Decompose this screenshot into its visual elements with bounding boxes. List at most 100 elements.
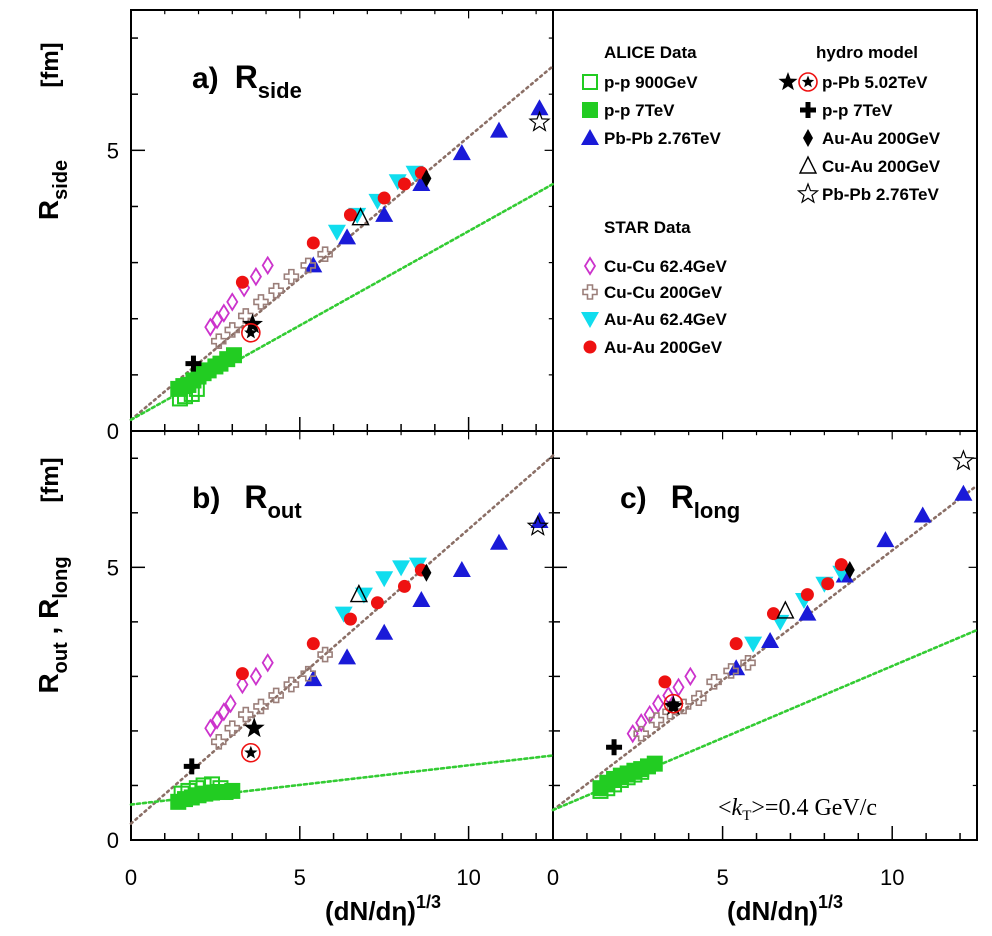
panel-b-point-alice_pp7 <box>224 782 241 799</box>
panel-b-point-star_auau62 <box>375 571 394 588</box>
panel-b-point-alice_pbpb <box>304 670 323 687</box>
panel-b-point-star_cucu200 <box>283 676 300 693</box>
panel-b-point-alice_pbpb <box>489 533 508 550</box>
panel-c-point-hydro_pp7 <box>606 739 623 756</box>
panel-b-point-hydro_ppb_star <box>243 717 265 738</box>
panel-a-point-alice_pbpb <box>338 228 357 245</box>
panel-b-point-star_auau200 <box>370 596 384 610</box>
legend-marker-hydro_pbpb <box>796 182 820 204</box>
panel-b-point-star_auau200 <box>343 612 357 626</box>
svg-text:[fm]: [fm] <box>37 42 64 87</box>
panel-a-point-alice_pbpb <box>412 175 431 192</box>
panel-a-point-star_cucu62 <box>249 266 262 287</box>
panel-a-point-star_cucu62 <box>204 317 217 337</box>
svg-text:Rside: Rside <box>33 160 72 220</box>
panel-a-y-tick-label: 5 <box>107 138 119 163</box>
panel-c-point-star_cucu62 <box>684 666 697 687</box>
panel-a-point-star_cucu200 <box>300 257 317 274</box>
panel-b-point-star_auau200 <box>306 637 320 651</box>
panel-c-point-alice_pbpb <box>798 604 817 621</box>
legend-label-hydro_cuau200: Cu-Au 200GeV <box>822 157 941 176</box>
legend-header-hydro: hydro model <box>816 43 918 62</box>
panel-b-point-alice_pbpb <box>338 648 357 665</box>
panel-c-point-star_cucu62 <box>635 713 648 733</box>
panel-b-point-alice_pbpb <box>375 623 394 640</box>
panel-c-point-star_auau200 <box>658 675 672 689</box>
legend-label-star_cucu200: Cu-Cu 200GeV <box>604 283 723 302</box>
y-axis-label-out-long: Rout , Rlong <box>33 556 72 693</box>
panel-a-point-star_cucu62 <box>226 292 239 312</box>
panel-c-point-star_cucu200 <box>648 712 665 728</box>
legend-marker-hydro_pp7 <box>800 102 816 118</box>
panel-b-point-star_auau62 <box>334 606 353 623</box>
panel-a-point-star_auau200 <box>397 177 411 191</box>
panel-c-x-tick-label: 5 <box>716 865 728 890</box>
panel-c-point-star_auau200 <box>800 588 814 602</box>
legend-marker-star_auau62 <box>581 312 599 328</box>
panel-a-point-star_cucu200 <box>253 294 269 310</box>
legend-label-alice_pp900: p-p 900GeV <box>604 73 698 92</box>
panel-a-point-hydro_cuau200 <box>351 207 370 226</box>
panel-c-x-tick-label: 0 <box>547 865 559 890</box>
panel-c-point-alice_pbpb <box>761 631 780 648</box>
panel-b-point-star_cucu200 <box>224 720 241 737</box>
panel-b-point-star_cucu200 <box>237 706 254 723</box>
panel-a-point-hydro_pbpb <box>528 110 551 132</box>
panel-b-point-alice_pbpb <box>412 591 431 608</box>
panel-c-point-hydro_pbpb <box>952 449 975 471</box>
panel-b-point-hydro_pbpb <box>526 514 549 536</box>
y-axis-unit-out-long: [fm] <box>37 457 64 502</box>
panel-c-title: c) Rlong <box>620 479 740 523</box>
panel-c-point-star_auau62 <box>744 636 763 653</box>
panel-b-point-star_cucu62 <box>217 702 230 722</box>
legend-label-hydro_pbpb: Pb-Pb 2.76TeV <box>822 185 939 204</box>
panel-b-x-tick-label: 5 <box>294 865 306 890</box>
legend-label-hydro_ppb: p-Pb 5.02TeV <box>822 73 928 92</box>
panel-a-point-star_auau200 <box>377 191 391 205</box>
legend-label-alice_pp7: p-p 7TeV <box>604 101 675 120</box>
panel-b-y-tick-label: 0 <box>107 828 119 853</box>
panel-b-point-star_cucu62 <box>261 653 274 673</box>
legend-label-alice_pbpb: Pb-Pb 2.76TeV <box>604 129 721 148</box>
panel-b-point-hydro_auau200 <box>421 563 432 582</box>
panel-a-point-alice_pbpb <box>489 121 508 138</box>
panel-a-point-star_auau200 <box>343 208 357 222</box>
panel-a-point-alice_pbpb <box>452 144 471 161</box>
panel-c-point-star_auau200 <box>766 607 780 621</box>
panel-c-point-star_cucu62 <box>652 693 665 714</box>
legend-marker-alice_pbpb <box>581 129 599 145</box>
legend-label-hydro_pp7: p-p 7TeV <box>822 101 893 120</box>
panel-c-point-hydro_auau200 <box>844 561 855 580</box>
panel-b-point-star_cucu200 <box>253 698 269 715</box>
panel-a-point-star_cucu200 <box>224 322 241 338</box>
panel-b-point-star_auau62 <box>392 560 411 577</box>
panel-b-point-star_cucu200 <box>300 665 317 682</box>
legend-marker-hydro_ppb <box>778 72 818 92</box>
panel-a-point-star_auau62 <box>327 224 346 241</box>
panel-a-point-star_cucu200 <box>283 268 300 285</box>
panel-b-point-star_cucu62 <box>249 666 262 687</box>
panel-a-y-tick-label: 0 <box>107 419 119 444</box>
panel-a-point-hydro_auau200 <box>421 169 432 188</box>
panel-b-point-hydro_cuau200 <box>349 584 369 603</box>
svg-text:[fm]: [fm] <box>37 457 64 502</box>
panel-b-point-star_auau200 <box>235 667 249 681</box>
panel-b-point-star_cucu62 <box>211 710 224 730</box>
legend-header-alice: ALICE Data <box>604 43 697 62</box>
points-layer <box>170 99 975 810</box>
legend-header-star: STAR Data <box>604 218 691 237</box>
panel-c-point-star_cucu62 <box>626 723 639 744</box>
x-axis-label-left: (dN/dη)1/3 <box>325 892 441 926</box>
panel-b-point-star_auau200 <box>397 579 411 593</box>
y-axis-unit-side: [fm] <box>37 42 64 87</box>
panel-c-point-star_cucu200 <box>706 674 722 690</box>
legend-marker-star_cucu200 <box>582 284 598 300</box>
panel-b-title: b) Rout <box>192 479 302 523</box>
panel-b-point-star_cucu62 <box>224 693 237 714</box>
panel-a-point-star_cucu200 <box>210 333 227 349</box>
legend-label-star_auau200: Au-Au 200GeV <box>604 338 723 357</box>
y-axis-label-side: Rside <box>33 160 72 220</box>
panel-c-point-star_auau200 <box>821 577 835 591</box>
panel-a-point-star_cucu200 <box>317 246 333 262</box>
